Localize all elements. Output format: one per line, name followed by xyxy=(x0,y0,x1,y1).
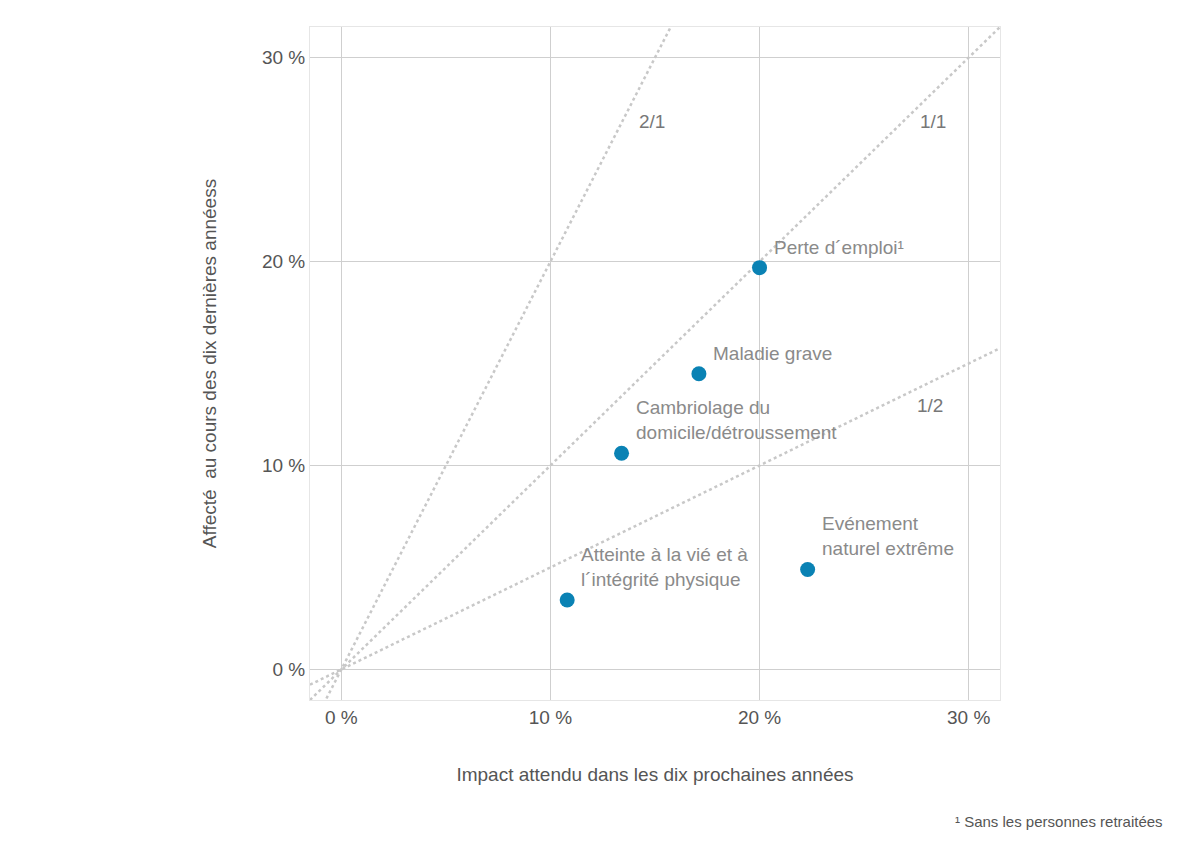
svg-text:1/2: 1/2 xyxy=(917,395,943,416)
svg-text:0 %: 0 % xyxy=(325,707,358,728)
svg-text:30 %: 30 % xyxy=(947,707,990,728)
svg-text:2/1: 2/1 xyxy=(639,111,665,132)
svg-text:10 %: 10 % xyxy=(262,455,305,476)
svg-text:Maladie grave: Maladie grave xyxy=(713,343,832,364)
svg-text:0 %: 0 % xyxy=(272,659,305,680)
svg-text:¹ Sans les personnes retraitée: ¹ Sans les personnes retraitées xyxy=(955,813,1163,830)
svg-text:Evénementnaturel extrême: Evénementnaturel extrême xyxy=(822,513,954,559)
svg-text:Cambriolage dudomicile/détrous: Cambriolage dudomicile/détroussement xyxy=(636,397,837,443)
svg-text:10 %: 10 % xyxy=(529,707,572,728)
svg-text:Atteinte à la vié et àl´intégr: Atteinte à la vié et àl´intégrité physiq… xyxy=(581,544,748,590)
svg-text:20 %: 20 % xyxy=(262,251,305,272)
svg-text:Perte d´emploi¹: Perte d´emploi¹ xyxy=(774,237,904,258)
svg-text:1/1: 1/1 xyxy=(920,111,946,132)
svg-text:20 %: 20 % xyxy=(738,707,781,728)
svg-text:Impact attendu dans les dix pr: Impact attendu dans les dix prochaines a… xyxy=(456,764,853,785)
svg-text:Affecté au cours des dix dern: Affecté au cours des dix dernières année… xyxy=(199,179,220,548)
svg-text:30 %: 30 % xyxy=(262,47,305,68)
